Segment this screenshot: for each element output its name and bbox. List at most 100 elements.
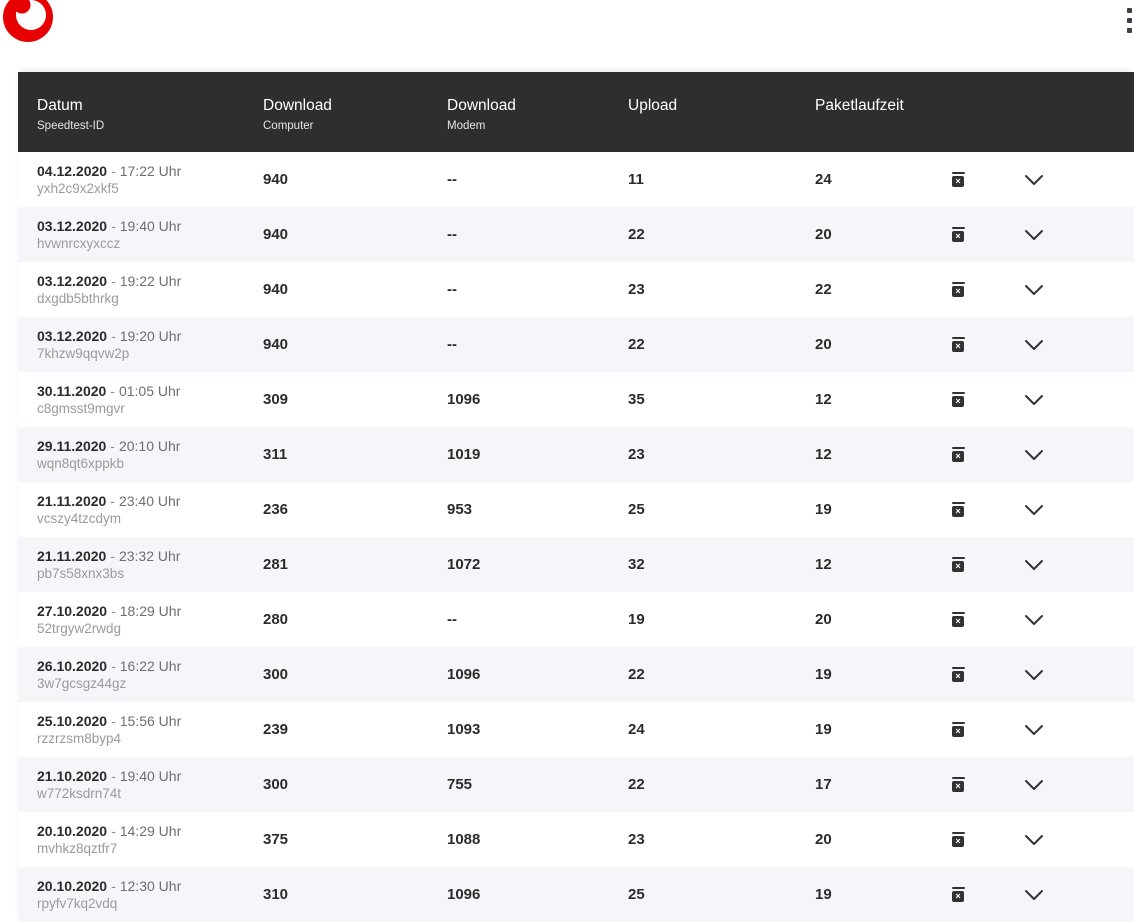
download-computer-value: 300 bbox=[263, 666, 289, 683]
delete-button[interactable]: × bbox=[950, 830, 966, 850]
time-text: 19:40 Uhr bbox=[119, 218, 182, 234]
expand-row-button[interactable] bbox=[1024, 448, 1044, 462]
delete-button[interactable]: × bbox=[950, 720, 966, 740]
chevron-down-icon bbox=[1025, 504, 1043, 515]
upload-value: 24 bbox=[628, 721, 645, 738]
expand-row-button[interactable] bbox=[1024, 338, 1044, 352]
date-time-line: 29.11.2020-20:10 Uhr bbox=[37, 437, 263, 455]
upload-value: 22 bbox=[628, 226, 645, 243]
date-time-line: 30.11.2020-01:05 Uhr bbox=[37, 382, 263, 400]
table-row: 03.12.2020-19:40 Uhr hvwnrcxyxccz 940 --… bbox=[18, 207, 1134, 262]
chevron-down-icon bbox=[1025, 614, 1043, 625]
date-text: 21.10.2020 bbox=[37, 768, 108, 784]
download-computer-value: 375 bbox=[263, 831, 289, 848]
delete-button[interactable]: × bbox=[950, 885, 966, 905]
download-modem-value: 1093 bbox=[447, 721, 481, 738]
download-computer-value: 280 bbox=[263, 611, 289, 628]
speedtest-id-text: wqn8qt6xppkb bbox=[37, 456, 125, 471]
paketlaufzeit-value: 19 bbox=[815, 501, 832, 518]
paketlaufzeit-value: 24 bbox=[815, 171, 832, 188]
table-row: 30.11.2020-01:05 Uhr c8gmsst9mgvr 309 10… bbox=[18, 372, 1134, 427]
upload-value: 23 bbox=[628, 281, 645, 298]
delete-button[interactable]: × bbox=[950, 390, 966, 410]
upload-value: 22 bbox=[628, 666, 645, 683]
expand-row-button[interactable] bbox=[1024, 228, 1044, 242]
date-time-line: 27.10.2020-18:29 Uhr bbox=[37, 602, 263, 620]
speedtest-history-table: Datum Speedtest-ID Download Computer Dow… bbox=[18, 72, 1134, 922]
chevron-down-icon bbox=[1025, 559, 1043, 570]
paketlaufzeit-value: 12 bbox=[815, 446, 832, 463]
expand-row-button[interactable] bbox=[1024, 888, 1044, 902]
speedtest-id-text: rzzrzsm8byp4 bbox=[37, 731, 122, 746]
time-text: 19:20 Uhr bbox=[119, 328, 182, 344]
table-row: 21.11.2020-23:32 Uhr pb7s58xnx3bs 281 10… bbox=[18, 537, 1134, 592]
download-modem-value: 1019 bbox=[447, 446, 481, 463]
expand-row-button[interactable] bbox=[1024, 833, 1044, 847]
paketlaufzeit-value: 20 bbox=[815, 611, 832, 628]
paketlaufzeit-value: 19 bbox=[815, 721, 832, 738]
delete-button[interactable]: × bbox=[950, 500, 966, 520]
trash-x-icon: × bbox=[952, 450, 964, 463]
date-separator: - bbox=[110, 493, 115, 509]
expand-row-button[interactable] bbox=[1024, 503, 1044, 517]
paketlaufzeit-value: 20 bbox=[815, 831, 832, 848]
time-text: 19:22 Uhr bbox=[119, 273, 182, 289]
chevron-down-icon bbox=[1025, 724, 1043, 735]
paketlaufzeit-value: 20 bbox=[815, 226, 832, 243]
upload-value: 22 bbox=[628, 336, 645, 353]
download-modem-value: 953 bbox=[447, 501, 473, 518]
speedtest-id-text: dxgdb5bthrkg bbox=[37, 291, 119, 306]
download-computer-value: 236 bbox=[263, 501, 289, 518]
upload-value: 23 bbox=[628, 831, 645, 848]
trash-x-icon: × bbox=[952, 615, 964, 628]
date-text: 21.11.2020 bbox=[37, 548, 107, 564]
trash-x-icon: × bbox=[952, 175, 964, 188]
kebab-menu-icon[interactable] bbox=[1127, 8, 1133, 33]
date-time-line: 20.10.2020-14:29 Uhr bbox=[37, 822, 263, 840]
delete-button[interactable]: × bbox=[950, 170, 966, 190]
trash-x-icon: × bbox=[952, 725, 964, 738]
column-header-label: Download bbox=[447, 97, 516, 114]
trash-x-icon: × bbox=[952, 340, 964, 353]
delete-button[interactable]: × bbox=[950, 335, 966, 355]
delete-button[interactable]: × bbox=[950, 665, 966, 685]
trash-x-icon: × bbox=[952, 285, 964, 298]
delete-button[interactable]: × bbox=[950, 445, 966, 465]
date-text: 26.10.2020 bbox=[37, 658, 108, 674]
delete-button[interactable]: × bbox=[950, 225, 966, 245]
delete-button[interactable]: × bbox=[950, 555, 966, 575]
kebab-dot bbox=[1127, 28, 1132, 33]
paketlaufzeit-value: 20 bbox=[815, 336, 832, 353]
paketlaufzeit-value: 12 bbox=[815, 391, 832, 408]
expand-row-button[interactable] bbox=[1024, 668, 1044, 682]
delete-button[interactable]: × bbox=[950, 775, 966, 795]
expand-row-button[interactable] bbox=[1024, 613, 1044, 627]
date-separator: - bbox=[111, 163, 116, 179]
date-text: 20.10.2020 bbox=[37, 878, 108, 894]
expand-row-button[interactable] bbox=[1024, 283, 1044, 297]
chevron-down-icon bbox=[1025, 889, 1043, 900]
trash-icon bbox=[951, 776, 965, 780]
chevron-down-icon bbox=[1025, 669, 1043, 680]
time-text: 14:29 Uhr bbox=[119, 823, 182, 839]
download-computer-value: 940 bbox=[263, 226, 289, 243]
date-separator: - bbox=[110, 548, 115, 564]
download-computer-value: 281 bbox=[263, 556, 289, 573]
datum-cell: 26.10.2020-16:22 Uhr 3w7gcsgz44gz bbox=[37, 656, 263, 693]
time-text: 23:40 Uhr bbox=[118, 493, 181, 509]
time-text: 23:32 Uhr bbox=[118, 548, 181, 564]
chevron-down-icon bbox=[1025, 449, 1043, 460]
expand-row-button[interactable] bbox=[1024, 723, 1044, 737]
kebab-dot bbox=[1127, 18, 1132, 23]
expand-row-button[interactable] bbox=[1024, 393, 1044, 407]
delete-button[interactable]: × bbox=[950, 280, 966, 300]
expand-row-button[interactable] bbox=[1024, 778, 1044, 792]
expand-row-button[interactable] bbox=[1024, 558, 1044, 572]
trash-icon bbox=[951, 336, 965, 340]
vodafone-logo[interactable] bbox=[3, 0, 53, 43]
column-header-label: Datum bbox=[37, 97, 83, 114]
date-time-line: 20.10.2020-12:30 Uhr bbox=[37, 877, 263, 895]
trash-x-icon: × bbox=[952, 395, 964, 408]
expand-row-button[interactable] bbox=[1024, 173, 1044, 187]
delete-button[interactable]: × bbox=[950, 610, 966, 630]
